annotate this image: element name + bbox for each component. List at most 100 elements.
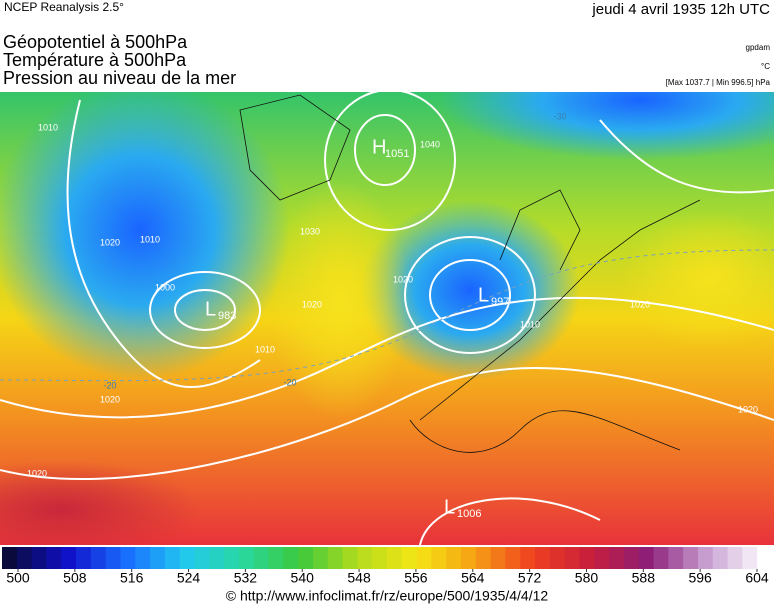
isobar-label: 1020 (100, 237, 120, 247)
colorbar-swatch (179, 547, 195, 569)
colorbar-swatch (164, 547, 181, 569)
colorbar-label: 556 (404, 570, 428, 586)
colorbar-swatch (757, 547, 773, 569)
colorbar-swatch (446, 547, 462, 569)
colorbar-label: 604 (745, 570, 769, 586)
isobars (0, 92, 774, 545)
colorbar-swatch (61, 547, 77, 569)
model-name: NCEP Reanalysis 2.5° (4, 0, 124, 14)
isobar-label: 1020 (27, 468, 47, 478)
isobar-label: -20 (103, 380, 116, 390)
colorbar-label: 508 (63, 570, 87, 586)
colorbar-swatch (579, 547, 595, 569)
colorbar-swatch (2, 547, 18, 569)
colorbar-swatch (150, 547, 166, 569)
colorbar-swatch (312, 547, 329, 569)
colorbar-swatch (283, 547, 299, 569)
colorbar-swatch (623, 547, 640, 569)
isobar-label: -20 (283, 377, 296, 387)
pressure-center-value: 1006 (457, 508, 481, 520)
colorbar-swatch (653, 547, 669, 569)
colorbar-swatch (327, 547, 344, 569)
colorbar-swatch (105, 547, 121, 569)
colorbar-swatch (549, 547, 566, 569)
colorbar: 500 508 516 524 532 540 548 556 564 572 580 588 596 6… (2, 547, 773, 586)
colorbar-swatch (520, 547, 536, 569)
colorbar-label: 548 (347, 570, 371, 586)
colorbar-swatch (357, 547, 373, 569)
colorbar-swatch (135, 547, 151, 569)
colorbar-swatch (120, 547, 136, 569)
unit: [Max 1037.7 | Min 996.5] hPa (666, 78, 771, 87)
coastlines (239, 94, 701, 453)
colorbar-swatch (253, 547, 270, 569)
colorbar-swatch (401, 547, 418, 569)
colorbar-label: 588 (632, 570, 656, 586)
colorbar-swatch (268, 547, 284, 569)
map (0, 92, 774, 545)
pressure-center-value: 1051 (385, 148, 409, 160)
colorbar-label: 532 (234, 570, 258, 586)
pressure-center-symbol: L (205, 298, 216, 320)
colorbar-swatch (475, 547, 492, 569)
colorbar-label: 596 (688, 570, 712, 586)
isobar-label: 1010 (255, 344, 275, 354)
colorbar-swatch (209, 547, 225, 569)
title: Géopotentiel à 500hPa (3, 32, 188, 52)
pressure-center-value: 997 (491, 296, 509, 308)
isobar-label: 1020 (302, 299, 322, 309)
colorbar-swatch (90, 547, 107, 569)
title: Pression au niveau de la mer (3, 68, 236, 88)
colorbar-swatch (535, 547, 551, 569)
colorbar-swatch (683, 547, 699, 569)
colorbar-label: 572 (518, 570, 542, 586)
copyright: © http://www.infoclimat.fr/rz/europe/500… (226, 588, 549, 604)
colorbar-swatch (31, 547, 47, 569)
isobar-label: 1020 (393, 274, 413, 284)
colorbar-swatch (742, 547, 758, 569)
isobar-label: 1010 (38, 122, 58, 132)
colorbar-swatch (461, 547, 477, 569)
pressure-center-symbol: L (478, 284, 489, 306)
colorbar-swatch (490, 547, 506, 569)
colorbar-label: 580 (575, 570, 599, 586)
pressure-center-symbol: H (372, 136, 386, 158)
unit: °C (761, 62, 770, 71)
isobar-label: 1010 (520, 319, 540, 329)
colorbar-label: 500 (6, 570, 30, 586)
colorbar-swatch (638, 547, 655, 569)
colorbar-swatch (194, 547, 210, 569)
colorbar-label: 564 (461, 570, 485, 586)
colorbar-swatch (298, 547, 314, 569)
isobar-label: 1020 (738, 404, 758, 414)
colorbar-label: 524 (177, 570, 201, 586)
isobar-label: 1030 (300, 226, 320, 236)
colorbar-swatch (727, 547, 743, 569)
colorbar-swatch (697, 547, 714, 569)
isobar-label: 1020 (100, 394, 120, 404)
pressure-center-symbol: L (444, 496, 455, 518)
colorbar-swatch (416, 547, 432, 569)
title: Température à 500hPa (3, 50, 187, 70)
colorbar-swatch (238, 547, 255, 569)
colorbar-swatch (564, 547, 580, 569)
isotherms (0, 249, 774, 382)
colorbar-swatch (372, 547, 388, 569)
isobar-label: 1010 (140, 234, 160, 244)
colorbar-swatch (224, 547, 240, 569)
colorbar-swatch (342, 547, 358, 569)
colorbar-swatch (668, 547, 684, 569)
colorbar-swatch (594, 547, 610, 569)
isobar-label: 1020 (630, 299, 650, 309)
colorbar-swatch (505, 547, 521, 569)
pressure-center-value: 983 (218, 310, 236, 322)
unit: gpdam (746, 43, 771, 52)
colorbar-swatch (16, 547, 33, 569)
colorbar-swatch (76, 547, 92, 569)
isobar-label: -30 (553, 111, 566, 121)
colorbar-swatch (431, 547, 447, 569)
isobar-label: 1000 (155, 282, 175, 292)
colorbar-label: 540 (291, 570, 315, 586)
colorbar-swatch (712, 547, 729, 569)
